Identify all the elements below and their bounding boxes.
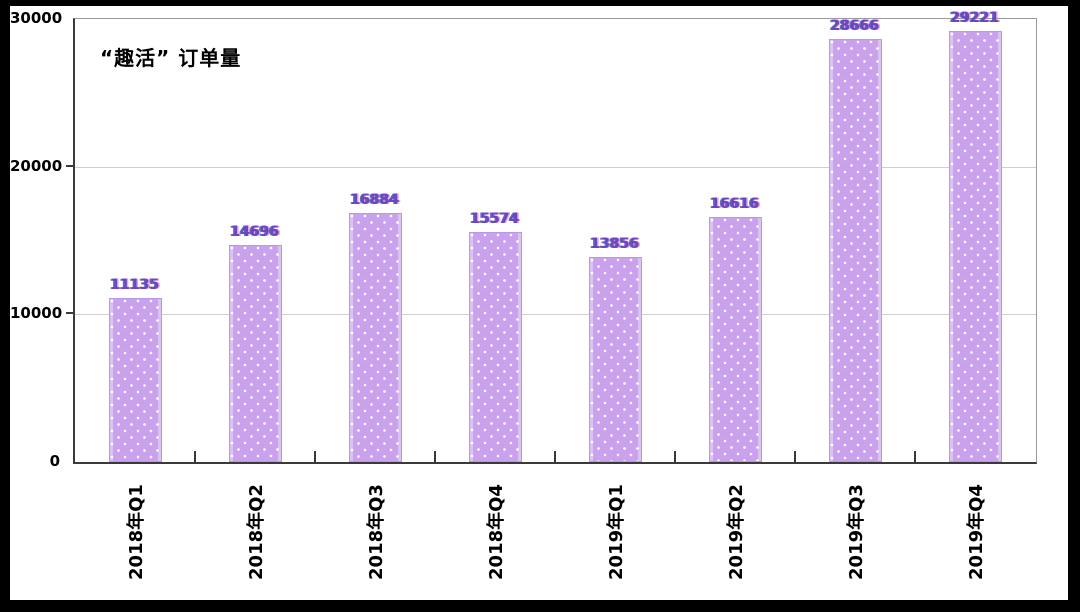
x-tick-mark (794, 451, 796, 462)
chart-canvas: “趣活” 订单量 11135 14696 16884 15574 13856 16616 2… (10, 6, 1068, 600)
x-category-label: 2019年Q1 (606, 484, 627, 580)
chart-title: “趣活” 订单量 (100, 46, 242, 70)
x-category-label: 2019年Q4 (966, 484, 987, 580)
bar-2019年Q4 (948, 30, 1002, 462)
x-tick-mark (434, 451, 436, 462)
bar-value-label: 16616 (710, 195, 760, 212)
x-tick-mark (314, 451, 316, 462)
x-category-label: 2019年Q2 (726, 484, 747, 580)
bar-value-label: 11135 (110, 276, 160, 293)
x-category-label: 2018年Q3 (366, 484, 387, 580)
plot-area: 11135 14696 16884 15574 13856 16616 28666 29221 (73, 10, 1037, 464)
y-tick-mark (66, 312, 73, 315)
bar-2018年Q1 (108, 297, 162, 462)
y-gridline (75, 166, 1036, 168)
x-category-label: 2019年Q3 (846, 484, 867, 580)
y-tick-label: 0 (49, 452, 60, 470)
bar-2018年Q2 (228, 245, 282, 462)
y-tick-label: 10000 (10, 304, 63, 323)
bar-value-label: 16884 (350, 191, 400, 208)
x-tick-mark (674, 451, 676, 462)
x-tick-mark (914, 451, 916, 462)
bar-2019年Q2 (708, 216, 762, 462)
bar-value-label: 29221 (950, 9, 1000, 26)
x-tick-mark (554, 451, 556, 462)
y-gridline (75, 314, 1036, 316)
bar-value-label: 14696 (230, 223, 280, 240)
bar-2019年Q1 (588, 257, 642, 462)
y-tick-label: 20000 (10, 156, 63, 175)
x-category-label: 2018年Q2 (246, 484, 267, 580)
bar-2019年Q3 (828, 38, 882, 462)
x-category-label: 2018年Q1 (126, 484, 147, 580)
bar-value-label: 13856 (590, 236, 640, 253)
y-tick-mark (66, 164, 73, 167)
bar-2018年Q4 (468, 232, 522, 462)
bar-2018年Q3 (348, 212, 402, 462)
x-category-label: 2018年Q4 (486, 484, 507, 580)
bar-value-label: 15574 (470, 211, 520, 228)
bar-value-label: 28666 (830, 17, 880, 34)
y-tick-label: 30000 (10, 9, 63, 27)
x-tick-mark (194, 451, 196, 462)
